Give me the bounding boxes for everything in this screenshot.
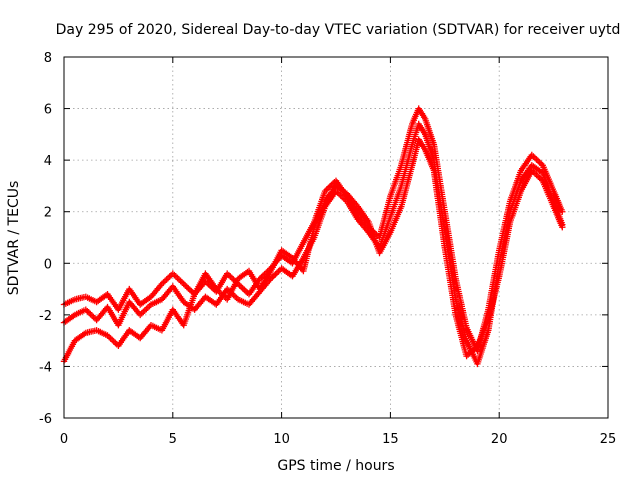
axis-ticks: 0 5 10 15 20 25 -6 -4 -2 0 2 4 6 8 <box>39 51 616 447</box>
x-tick-label: 25 <box>600 432 617 447</box>
chart-title: Day 295 of 2020, Sidereal Day-to-day VTE… <box>56 22 621 38</box>
x-tick-label: 10 <box>273 432 290 447</box>
x-axis-label: GPS time / hours <box>277 458 394 474</box>
x-tick-label: 5 <box>169 432 177 447</box>
x-tick-label: 0 <box>60 432 68 447</box>
plot-frame <box>63 56 609 419</box>
y-tick-label: 0 <box>44 257 52 272</box>
y-tick-label: -6 <box>39 412 52 427</box>
y-tick-label: 6 <box>44 103 52 118</box>
y-tick-label: -4 <box>39 360 52 375</box>
y-axis-label: SDTVAR / TECUs <box>6 181 22 296</box>
y-tick-label: 4 <box>44 154 52 169</box>
data-points <box>60 105 566 368</box>
x-tick-label: 20 <box>491 432 508 447</box>
y-tick-label: 2 <box>44 206 52 221</box>
y-tick-label: -2 <box>39 309 52 324</box>
x-tick-label: 15 <box>382 432 399 447</box>
y-tick-label: 8 <box>44 51 52 66</box>
